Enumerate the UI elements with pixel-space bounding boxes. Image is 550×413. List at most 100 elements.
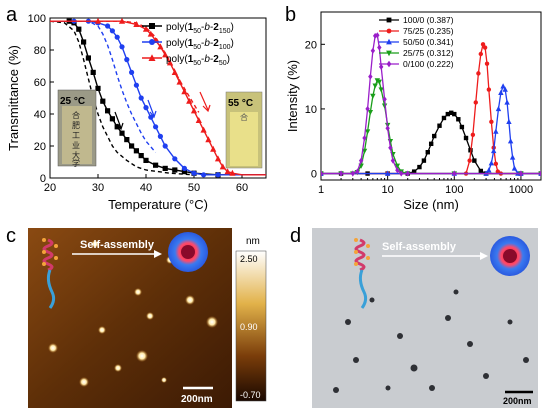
series-line-a-1 [50, 20, 195, 176]
afm-colorbar [235, 250, 267, 402]
series-line-a-5 [50, 20, 200, 113]
self-assembly-label-d: Self-assembly [382, 241, 457, 253]
colorbar-min: -0.70 [240, 390, 261, 400]
arrow-blue-head [149, 110, 157, 119]
x-tick-label-b: 1 [318, 184, 324, 196]
inset-glyph-6: 学 [72, 158, 80, 168]
data-point-b-2 [486, 167, 492, 173]
series-line-b-2 [321, 84, 541, 175]
data-point-b-1 [486, 87, 492, 92]
series-layer-b [321, 32, 541, 177]
tem-image [312, 228, 538, 408]
data-point-b-3 [372, 83, 378, 89]
data-point-a-4 [229, 169, 236, 176]
data-point-a-0 [95, 85, 101, 91]
data-point-b-2 [493, 128, 499, 134]
y-tick-label-a: 0 [40, 173, 46, 185]
arrow-black [114, 111, 122, 129]
legend-marker-b [386, 38, 392, 45]
data-point-a-2 [124, 57, 130, 63]
y-tick-label-b: 0 [311, 169, 317, 181]
data-point-a-2 [133, 82, 139, 88]
data-point-b-4 [405, 170, 410, 177]
series-layer-a [50, 18, 266, 178]
data-point-b-0 [452, 111, 457, 117]
legend-label-b: 75/25 (0.235) [403, 26, 454, 36]
data-point-a-4 [200, 126, 207, 133]
data-point-a-4 [94, 18, 102, 24]
micelle-icon-c [168, 232, 208, 272]
data-point-b-1 [473, 100, 478, 105]
legend-marker-a [149, 39, 155, 45]
data-point-b-2 [490, 147, 497, 154]
data-point-a-2 [215, 172, 221, 178]
data-point-b-4 [378, 63, 384, 70]
data-point-b-1 [478, 51, 484, 57]
plot-frame-a [49, 17, 267, 179]
legend-label-a: poly(150-b-2150) [166, 22, 234, 35]
data-point-b-1 [482, 45, 488, 50]
data-point-b-0 [421, 158, 427, 163]
legend-label-b: 50/50 (0.341) [403, 37, 454, 47]
data-point-a-4 [214, 155, 222, 162]
data-point-a-4 [219, 163, 226, 170]
data-point-a-2 [201, 172, 207, 178]
x-tick-label-b: 100 [445, 184, 463, 196]
data-point-b-4 [390, 157, 396, 164]
direction-arrows-a [114, 91, 211, 131]
data-point-b-2 [488, 160, 495, 166]
data-point-a-2 [157, 133, 163, 139]
data-point-a-2 [148, 114, 154, 120]
colorbar-max: 2.50 [240, 254, 258, 264]
legend-a: poly(150-b-2150) poly(150-b-2100) poly(150… [142, 22, 234, 67]
afm-image [28, 228, 232, 408]
legend-label-a: poly(150-b-250) [166, 54, 230, 67]
data-point-b-4 [399, 170, 404, 177]
x-tick-label-a: 30 [92, 182, 104, 194]
data-point-b-1 [470, 132, 476, 137]
y-tick-label-a: 100 [28, 13, 46, 25]
data-point-a-2 [181, 165, 187, 171]
data-point-b-0 [437, 123, 442, 128]
data-point-b-0 [478, 168, 484, 174]
data-point-b-0 [472, 158, 477, 163]
data-point-b-1 [476, 71, 481, 76]
arrow-red-head [202, 104, 211, 113]
panel-letter-b: b [285, 4, 297, 26]
data-point-a-0 [124, 137, 130, 143]
y-tick-label-b: 10 [305, 104, 317, 116]
scalebar-label-d: 200nm [503, 396, 532, 406]
data-point-b-0 [445, 111, 451, 117]
data-point-a-4 [142, 25, 150, 32]
series-line-a-3 [50, 20, 157, 153]
data-point-a-2 [129, 69, 135, 75]
data-point-a-0 [153, 162, 159, 168]
data-point-a-2 [172, 156, 178, 162]
data-point-b-4 [382, 96, 387, 103]
data-point-b-3 [376, 79, 383, 85]
data-point-b-0 [432, 133, 437, 139]
x-axis-label-b: Size (nm) [403, 197, 459, 212]
data-point-b-4 [377, 44, 382, 51]
data-point-a-4 [210, 145, 217, 152]
data-point-a-0 [100, 98, 106, 104]
data-point-b-4 [362, 135, 367, 141]
data-point-a-0 [138, 153, 144, 159]
colorbar-mid: 0.90 [240, 322, 258, 332]
polymer-chain-icon-d [354, 238, 370, 309]
data-point-a-4 [186, 97, 193, 104]
data-point-a-4 [181, 88, 188, 95]
x-tick-label-b: 10 [382, 184, 394, 196]
data-point-b-4 [452, 170, 457, 177]
data-point-b-1 [493, 161, 499, 167]
data-point-a-4 [224, 168, 231, 175]
data-point-b-2 [502, 86, 508, 92]
plot-frame-b [320, 11, 542, 181]
legend-marker-a [149, 23, 155, 29]
data-point-a-2 [114, 34, 120, 40]
inset-temp-25: 25 °C [60, 96, 85, 107]
tick-layer-b: 1 10 100 1000 0 10 20 [305, 39, 533, 196]
self-assembly-label-c: Self-assembly [80, 239, 155, 251]
panel-letter-a: a [6, 4, 18, 26]
